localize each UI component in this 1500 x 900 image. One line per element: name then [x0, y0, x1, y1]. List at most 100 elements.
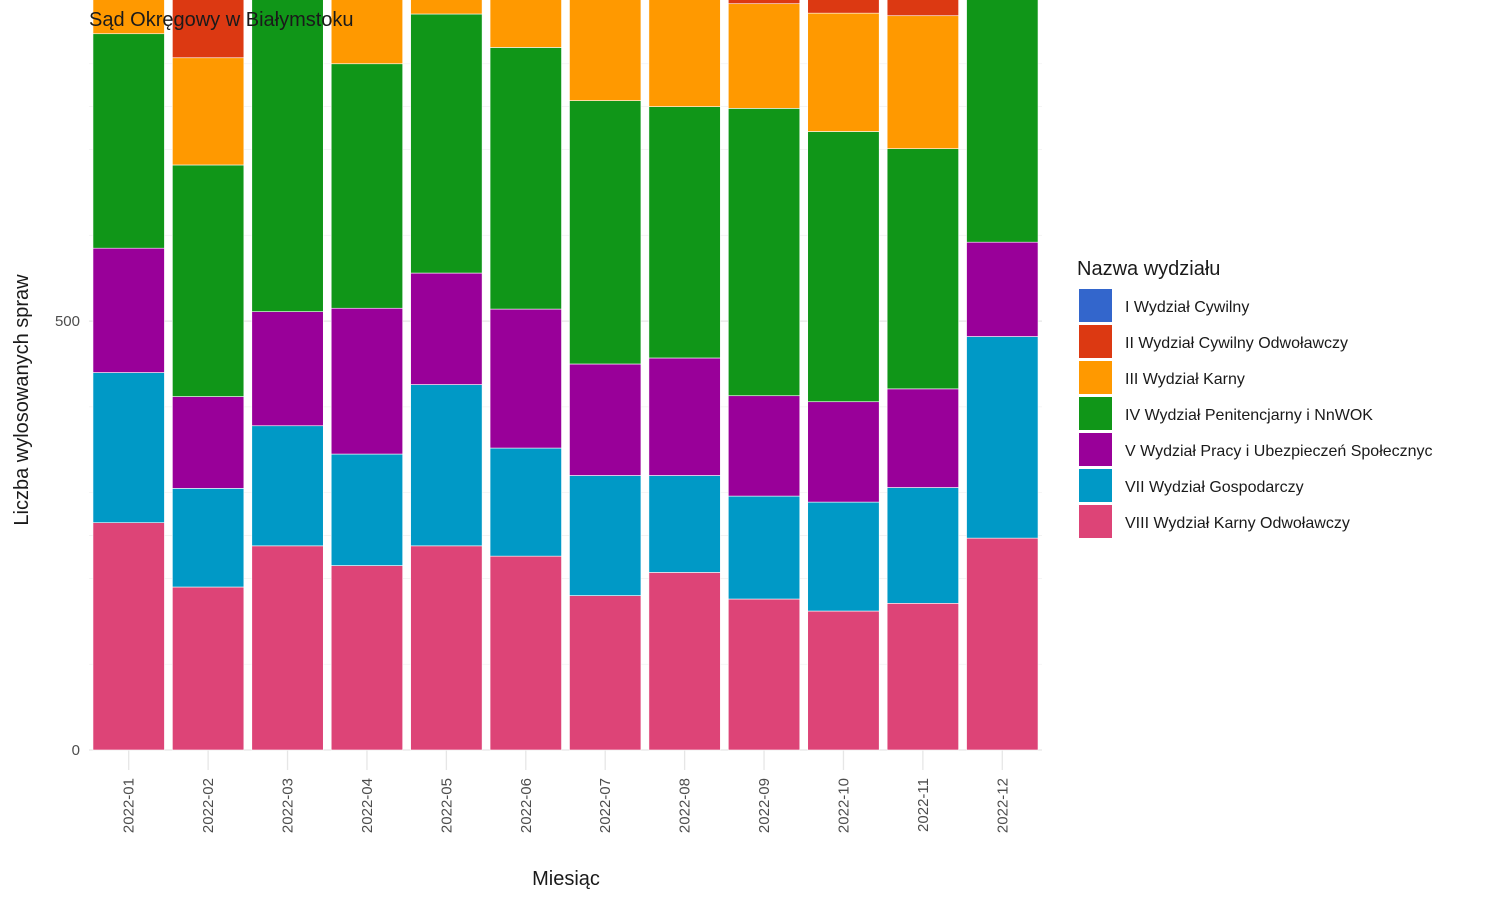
- bar-segment: [807, 12, 880, 132]
- bar-segment: [728, 495, 801, 600]
- bar-segment: [489, 555, 562, 751]
- legend-swatch: [1079, 361, 1112, 394]
- bar-segment: [728, 395, 801, 497]
- x-tick-label: 2022-07: [597, 778, 614, 833]
- legend-label: II Wydział Cywilny Odwoławczy: [1125, 335, 1348, 352]
- bar-segment: [251, 0, 324, 312]
- bar-segment: [807, 501, 880, 612]
- bar-segment: [648, 572, 721, 751]
- bar-segment: [92, 372, 165, 523]
- bar-segment: [728, 108, 801, 397]
- y-axis-title: Liczba wylosowanych spraw: [11, 274, 33, 526]
- bar-segment: [569, 100, 642, 365]
- bar-segment: [728, 0, 801, 5]
- bar-segment: [172, 396, 245, 489]
- bar-segment: [886, 15, 959, 149]
- legend-swatch: [1079, 505, 1112, 538]
- y-tick-label: 0: [72, 742, 80, 759]
- y-tick-label: 500: [55, 313, 80, 330]
- bar-segment: [330, 307, 403, 455]
- bar-segment: [886, 388, 959, 488]
- x-tick-label: 2022-03: [280, 778, 297, 833]
- bar-segment: [172, 0, 245, 59]
- bar-segment: [569, 475, 642, 596]
- bar-segment: [966, 336, 1039, 539]
- x-tick-label: 2022-12: [994, 778, 1011, 833]
- bar-segment: [489, 308, 562, 449]
- bar-segment: [330, 453, 403, 566]
- legend-swatch: [1079, 397, 1112, 430]
- bar-segment: [410, 384, 483, 547]
- y-tick-labels: 050010001500: [55, 313, 80, 759]
- legend-label: III Wydział Karny: [1125, 371, 1245, 388]
- bar-segment: [172, 164, 245, 397]
- bar-segment: [92, 247, 165, 373]
- legend-title: Nazwa wydziału: [1077, 258, 1220, 280]
- legend-swatch: [1079, 289, 1112, 322]
- legend: Nazwa wydziału I Wydział Cywilny II Wydzi…: [1077, 258, 1433, 538]
- x-tick-label: 2022-11: [915, 778, 932, 832]
- bar-segment: [569, 595, 642, 751]
- legend-label: IV Wydział Penitencjarny i NnWOK: [1125, 407, 1373, 424]
- bar-segment: [807, 401, 880, 503]
- x-tick-label: 2022-01: [121, 778, 138, 833]
- bar-segment: [648, 475, 721, 573]
- x-tick-label: 2022-09: [756, 778, 773, 833]
- legend-items: I Wydział Cywilny II Wydział Cywilny Odwo…: [1079, 289, 1433, 538]
- bar-segment: [728, 3, 801, 109]
- bar-segment: [489, 47, 562, 310]
- x-tick-label: 2022-04: [359, 778, 376, 833]
- x-axis-title: Miesiąc: [532, 868, 600, 890]
- x-tick-label: 2022-10: [835, 778, 852, 833]
- x-tick-label: 2022-06: [518, 778, 535, 833]
- bar-segment: [172, 488, 245, 588]
- chart-title: Sąd Okręgowy w Białymstoku: [89, 9, 354, 31]
- bar-segment: [966, 537, 1039, 751]
- bar-segment: [410, 272, 483, 385]
- bar-segment: [569, 0, 642, 101]
- bar-segment: [648, 0, 721, 107]
- bar-segment: [966, 0, 1039, 243]
- legend-swatch: [1079, 325, 1112, 358]
- bar-segment: [251, 311, 324, 427]
- bar-segment: [330, 63, 403, 309]
- bar-segment: [92, 522, 165, 751]
- x-tick-labels: 2022-01 2022-02 2022-03 2022-04 2022-05 2022-…: [121, 778, 1012, 833]
- bar-segment: [172, 57, 245, 166]
- bar-segment: [251, 545, 324, 751]
- bar-segment: [886, 487, 959, 604]
- bar-segment: [966, 241, 1039, 337]
- x-tick-label: 2022-05: [438, 778, 455, 833]
- bar-segment: [410, 13, 483, 274]
- bar-segment: [648, 357, 721, 476]
- bar-segment: [886, 0, 959, 17]
- bar-segment: [410, 545, 483, 751]
- x-tick-label: 2022-02: [200, 778, 217, 833]
- bar-segment: [92, 33, 165, 249]
- legend-label: I Wydział Cywilny: [1125, 299, 1249, 316]
- bar-segment: [251, 425, 324, 547]
- bar-segment: [569, 363, 642, 476]
- legend-label: V Wydział Pracy i Ubezpieczeń Społecznyc: [1125, 443, 1433, 460]
- bar-segment: [92, 0, 165, 35]
- legend-label: VIII Wydział Karny Odwoławczy: [1125, 515, 1350, 532]
- bar-segment: [330, 565, 403, 751]
- bar-segment: [807, 131, 880, 403]
- bar-segment: [648, 106, 721, 359]
- bars: [92, 0, 1039, 751]
- bar-segment: [330, 0, 403, 65]
- bar-segment: [886, 603, 959, 751]
- legend-swatch: [1079, 469, 1112, 502]
- bar-segment: [728, 598, 801, 751]
- bar-segment: [489, 0, 562, 48]
- bar-segment: [172, 586, 245, 751]
- bar-segment: [410, 0, 483, 15]
- x-tick-label: 2022-08: [677, 778, 694, 833]
- legend-label: VII Wydział Gospodarczy: [1125, 479, 1304, 496]
- legend-swatch: [1079, 433, 1112, 466]
- bar-segment: [807, 0, 880, 14]
- bar-segment: [489, 447, 562, 557]
- bar-segment: [807, 610, 880, 751]
- bar-segment: [886, 148, 959, 390]
